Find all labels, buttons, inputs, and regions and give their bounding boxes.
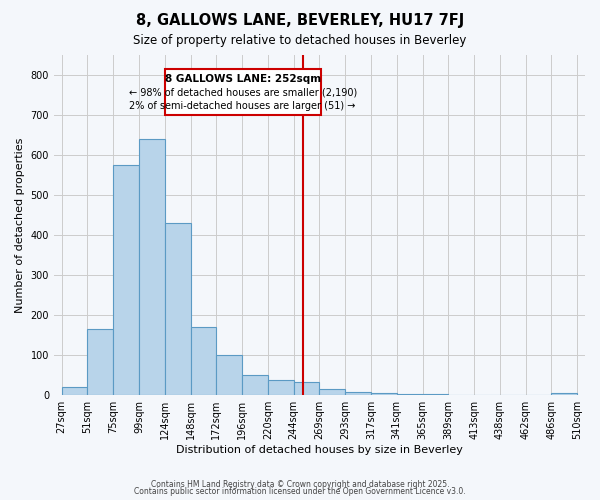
- Text: 2% of semi-detached houses are larger (51) →: 2% of semi-detached houses are larger (5…: [130, 101, 356, 111]
- Text: 8, GALLOWS LANE, BEVERLEY, HU17 7FJ: 8, GALLOWS LANE, BEVERLEY, HU17 7FJ: [136, 12, 464, 28]
- Bar: [191, 327, 217, 395]
- Bar: [113, 165, 139, 395]
- Bar: [345, 392, 371, 395]
- Bar: [165, 223, 191, 395]
- Text: Contains HM Land Registry data © Crown copyright and database right 2025.: Contains HM Land Registry data © Crown c…: [151, 480, 449, 489]
- Bar: [293, 382, 319, 395]
- Text: Contains public sector information licensed under the Open Government Licence v3: Contains public sector information licen…: [134, 487, 466, 496]
- Text: 8 GALLOWS LANE: 252sqm: 8 GALLOWS LANE: 252sqm: [164, 74, 321, 84]
- Bar: [371, 393, 397, 395]
- Text: ← 98% of detached houses are smaller (2,190): ← 98% of detached houses are smaller (2,…: [128, 87, 357, 97]
- Bar: [88, 329, 113, 395]
- Text: Size of property relative to detached houses in Beverley: Size of property relative to detached ho…: [133, 34, 467, 47]
- Bar: [139, 139, 165, 395]
- X-axis label: Distribution of detached houses by size in Beverley: Distribution of detached houses by size …: [176, 445, 463, 455]
- Bar: [242, 375, 268, 395]
- FancyBboxPatch shape: [165, 69, 320, 115]
- Bar: [217, 355, 242, 395]
- Bar: [268, 380, 293, 395]
- Bar: [397, 394, 422, 395]
- Bar: [422, 394, 448, 395]
- Bar: [551, 393, 577, 395]
- Y-axis label: Number of detached properties: Number of detached properties: [15, 138, 25, 313]
- Bar: [319, 389, 345, 395]
- Bar: [62, 387, 88, 395]
